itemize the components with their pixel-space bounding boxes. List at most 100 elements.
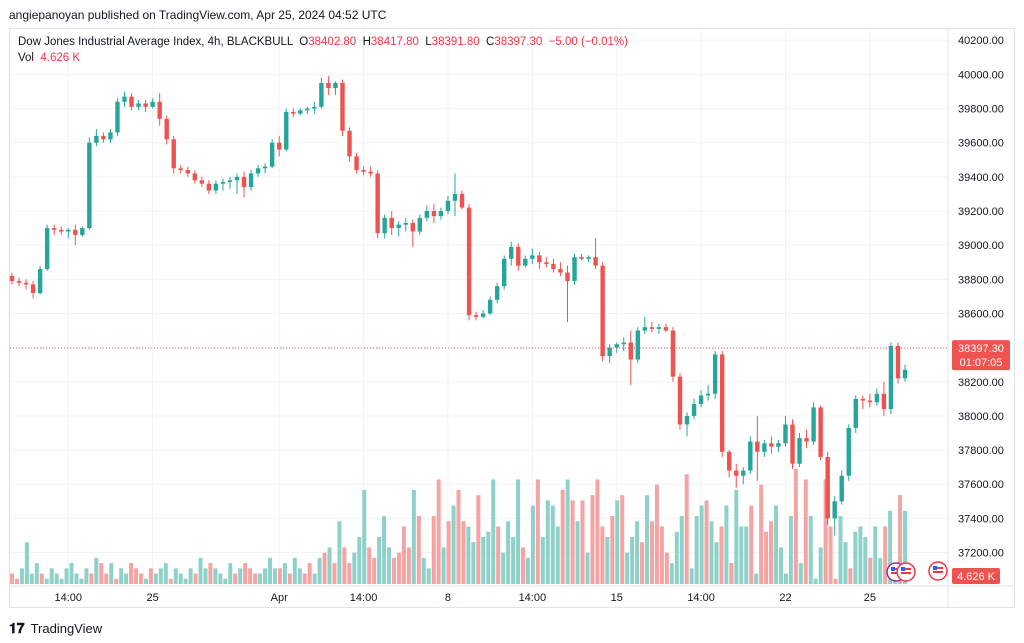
volume-bar [193, 573, 198, 584]
volume-bar [783, 573, 788, 584]
candle-body [37, 269, 43, 293]
volume-bar [367, 547, 372, 584]
footer-brand-text: TradingView [30, 621, 103, 636]
volume-bar [416, 516, 421, 584]
candle-body [473, 315, 479, 317]
volume-bar [243, 563, 248, 584]
candle-body [185, 170, 190, 174]
volume-bar [89, 573, 94, 584]
candle-body [628, 342, 633, 360]
candle-body [874, 393, 880, 403]
legend-close: 38397.30 [494, 36, 543, 48]
volume-bar [788, 516, 793, 584]
candle-body [213, 183, 219, 191]
candle-body [452, 193, 458, 201]
volume-bar [258, 573, 263, 584]
volume-bar [868, 557, 873, 584]
footer-brand[interactable]: 𝟏𝟕 TradingView [9, 620, 102, 637]
volume-bar [516, 479, 521, 584]
candle-body [157, 101, 162, 119]
candle-body [382, 217, 387, 234]
volume-bar [99, 563, 104, 584]
volume-bar [719, 526, 724, 584]
candle-body [670, 330, 676, 377]
volume-bar [466, 526, 471, 584]
volume-bar [223, 578, 228, 584]
x-tick-label: 14:00 [54, 592, 82, 604]
y-tick-label: 40000.00 [958, 69, 1004, 81]
tradingview-logo-icon: 𝟏𝟕 [9, 620, 25, 636]
flag-canton-icon [891, 567, 895, 571]
volume-bar [74, 573, 79, 584]
candle-body [276, 142, 282, 150]
candle-body [621, 342, 626, 345]
legend-high: 38417.80 [370, 36, 419, 48]
volume-bar [664, 552, 669, 584]
volume-bar [263, 568, 268, 584]
top-caption: angiepanoyan published on TradingView.co… [9, 8, 387, 22]
candle-body [129, 96, 134, 107]
candle-body [804, 438, 809, 442]
candle-body [523, 258, 528, 266]
volume-bar [486, 531, 491, 584]
volume-bar [183, 578, 188, 584]
volume-bar [605, 536, 610, 584]
volume-bar [709, 521, 714, 584]
legend-close-label: C [486, 36, 495, 48]
candle-body [509, 246, 514, 259]
y-tick-label: 38600.00 [958, 308, 1004, 320]
candle-body [340, 82, 345, 131]
volume-bar [292, 557, 297, 584]
candle-body [305, 108, 310, 111]
volume-bar [143, 578, 148, 584]
volume-bar [694, 516, 699, 584]
volume-bar [332, 563, 337, 584]
volume-bar [590, 495, 595, 584]
volume-bar [684, 474, 689, 584]
volume-tag-bg [952, 568, 1000, 584]
candle-body [136, 103, 141, 107]
volume-bar [729, 563, 734, 584]
volume-bar [277, 568, 282, 584]
candle-body [656, 327, 662, 329]
candle-body [389, 217, 394, 229]
candle-body [59, 229, 64, 232]
volume-bar [501, 552, 506, 584]
volume-bar [213, 568, 218, 584]
volume-bar [615, 500, 620, 584]
candle-body [347, 130, 352, 157]
legend-change: −5.00 (−0.01%) [548, 36, 628, 48]
volume-bar [764, 531, 769, 584]
volume-bar [823, 479, 828, 584]
volume-bar [49, 568, 54, 584]
flag-canton-icon [933, 566, 937, 570]
candle-body [593, 257, 598, 266]
volume-bar [114, 578, 119, 584]
volume-bar [401, 526, 406, 584]
volume-bar [496, 526, 501, 584]
candle-body [30, 284, 36, 293]
volume-bar [843, 542, 848, 584]
candle-body [234, 176, 240, 181]
volume-bar [471, 542, 476, 584]
volume-bar [649, 521, 654, 584]
volume-bar [396, 552, 401, 584]
volume-bar [813, 578, 818, 584]
volume-bar [347, 563, 352, 584]
volume-bar [302, 573, 307, 584]
candle-body [698, 395, 704, 404]
volume-bar [520, 547, 525, 584]
candle-body [825, 456, 830, 519]
volume-bar [94, 557, 99, 584]
candle-body [108, 132, 113, 140]
candle-body [326, 82, 331, 89]
volume-bar [158, 568, 163, 584]
volume-bar [342, 547, 347, 584]
volume-bar [54, 573, 59, 584]
volume-bar [863, 536, 868, 584]
y-tick-label: 38000.00 [958, 411, 1004, 423]
y-tick-label: 39000.00 [958, 240, 1004, 252]
candle-body [480, 313, 486, 317]
volume-bar [481, 536, 486, 584]
